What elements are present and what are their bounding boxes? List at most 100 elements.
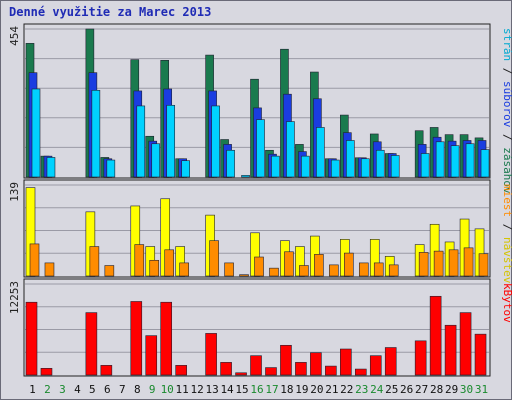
bar-kBytov-day-17 xyxy=(265,367,277,376)
legend-entry: / xyxy=(501,127,512,147)
bar-miest-day-8 xyxy=(134,244,145,277)
bar-kBytov-day-29 xyxy=(444,324,457,376)
bar-miest-day-29 xyxy=(448,249,459,277)
bar-miest-day-18 xyxy=(284,251,294,277)
bar-strán-day-14 xyxy=(226,149,235,178)
bar-kBytov-day-18 xyxy=(280,344,292,376)
bar-strán-day-28 xyxy=(435,141,445,178)
y-max-label: 139 xyxy=(8,182,21,202)
bar-strán-day-8 xyxy=(136,105,146,178)
bar-strán-day-27 xyxy=(420,153,430,178)
x-tick-label: 21 xyxy=(325,383,338,396)
bar-miest-day-17 xyxy=(269,267,279,277)
bar-strán-day-5 xyxy=(91,89,101,178)
chart-panel-middle: 139 xyxy=(8,179,491,278)
bar-miest-day-19 xyxy=(299,265,309,277)
bar-kBytov-day-5 xyxy=(85,312,98,376)
legend-entry: / xyxy=(501,217,512,237)
x-tick-label: 19 xyxy=(295,383,308,396)
bar-miest-day-25 xyxy=(388,264,399,277)
legend-top: strán / súborov / zásahov xyxy=(501,28,512,194)
x-tick-label: 24 xyxy=(370,383,384,396)
bar-strán-day-1 xyxy=(31,88,41,178)
legend-entry: / xyxy=(501,61,512,81)
x-tick-label: 4 xyxy=(74,383,81,396)
bar-kBytov-day-13 xyxy=(205,333,217,376)
bar-kBytov-day-22 xyxy=(340,348,352,376)
bar-strán-day-29 xyxy=(450,145,460,178)
bar-strán-day-9 xyxy=(151,143,161,178)
bar-kBytov-day-9 xyxy=(145,335,158,376)
bar-miest-day-23 xyxy=(358,262,369,277)
x-tick-label: 6 xyxy=(104,383,111,396)
x-tick-label: 11 xyxy=(176,383,189,396)
bar-miest-day-14 xyxy=(224,262,234,277)
bar-kBytov-day-25 xyxy=(384,347,397,376)
bar-strán-day-2 xyxy=(46,157,56,178)
x-tick-label: 13 xyxy=(205,383,218,396)
bar-kBytov-day-30 xyxy=(459,312,472,376)
bar-kBytov-day-20 xyxy=(310,352,322,376)
legend-entry: zásahov xyxy=(501,147,512,194)
y-max-label: 12253 xyxy=(8,281,21,314)
bar-miest-day-21 xyxy=(329,264,339,277)
bar-strán-day-20 xyxy=(316,127,325,178)
bar-strán-day-16 xyxy=(256,119,265,178)
bar-miest-day-11 xyxy=(179,262,189,277)
x-tick-label: 23 xyxy=(355,383,368,396)
legend-entry: strán xyxy=(501,28,512,61)
x-tick-label: 28 xyxy=(430,383,443,396)
x-tick-label: 3 xyxy=(59,383,66,396)
x-tick-label: 25 xyxy=(385,383,398,396)
bar-strán-day-30 xyxy=(465,143,475,178)
x-tick-label: 2 xyxy=(44,383,51,396)
bar-miest-day-22 xyxy=(344,252,354,277)
x-tick-label: 9 xyxy=(149,383,156,396)
x-tick-label: 1 xyxy=(29,383,36,396)
bar-kBytov-day-11 xyxy=(175,365,187,376)
bar-miest-day-27 xyxy=(418,252,429,277)
bar-miest-day-31 xyxy=(478,253,489,277)
bar-strán-day-13 xyxy=(211,105,220,178)
bar-miest-day-15 xyxy=(239,274,249,277)
x-tick-label: 10 xyxy=(161,383,174,396)
bar-strán-day-18 xyxy=(286,121,295,178)
bar-kBytov-day-6 xyxy=(100,365,113,376)
x-tick-label: 5 xyxy=(89,383,96,396)
y-max-label: 454 xyxy=(8,26,21,46)
bar-strán-day-24 xyxy=(375,149,385,178)
bar-kBytov-day-24 xyxy=(369,355,382,376)
legend-entry: miest xyxy=(501,184,512,217)
bar-strán-day-21 xyxy=(331,159,340,178)
bar-strán-day-10 xyxy=(166,104,176,178)
x-tick-label: 29 xyxy=(445,383,458,396)
x-tick-label: 12 xyxy=(191,383,204,396)
x-tick-label: 22 xyxy=(340,383,353,396)
bar-strán-day-6 xyxy=(106,159,116,178)
bar-strán-day-15 xyxy=(241,175,250,178)
legend-entry: návštev xyxy=(501,237,512,284)
x-tick-label: 30 xyxy=(460,383,473,396)
legend-middle: miest / návštev xyxy=(501,184,512,284)
x-tick-label: 18 xyxy=(280,383,293,396)
x-tick-label: 15 xyxy=(235,383,248,396)
bar-kBytov-day-31 xyxy=(474,333,487,376)
bar-kBytov-day-8 xyxy=(130,301,143,376)
bar-kBytov-day-21 xyxy=(325,365,337,376)
bar-miest-day-24 xyxy=(373,262,384,277)
x-tick-label: 14 xyxy=(220,383,234,396)
legend-bottom: kBytov xyxy=(501,283,512,323)
chart-panel-bottom: 12253 xyxy=(8,278,491,377)
x-tick-label: 20 xyxy=(310,383,323,396)
legend-entry: súborov xyxy=(501,81,512,128)
x-tick-label: 16 xyxy=(250,383,263,396)
bar-miest-day-16 xyxy=(254,256,264,277)
bar-miest-day-30 xyxy=(463,247,474,277)
bar-kBytov-day-28 xyxy=(429,295,442,376)
bar-kBytov-day-19 xyxy=(295,362,307,376)
bar-strán-day-31 xyxy=(480,149,490,178)
bar-kBytov-day-10 xyxy=(160,301,173,376)
bar-miest-day-6 xyxy=(104,265,115,277)
bar-kBytov-day-15 xyxy=(235,372,247,376)
